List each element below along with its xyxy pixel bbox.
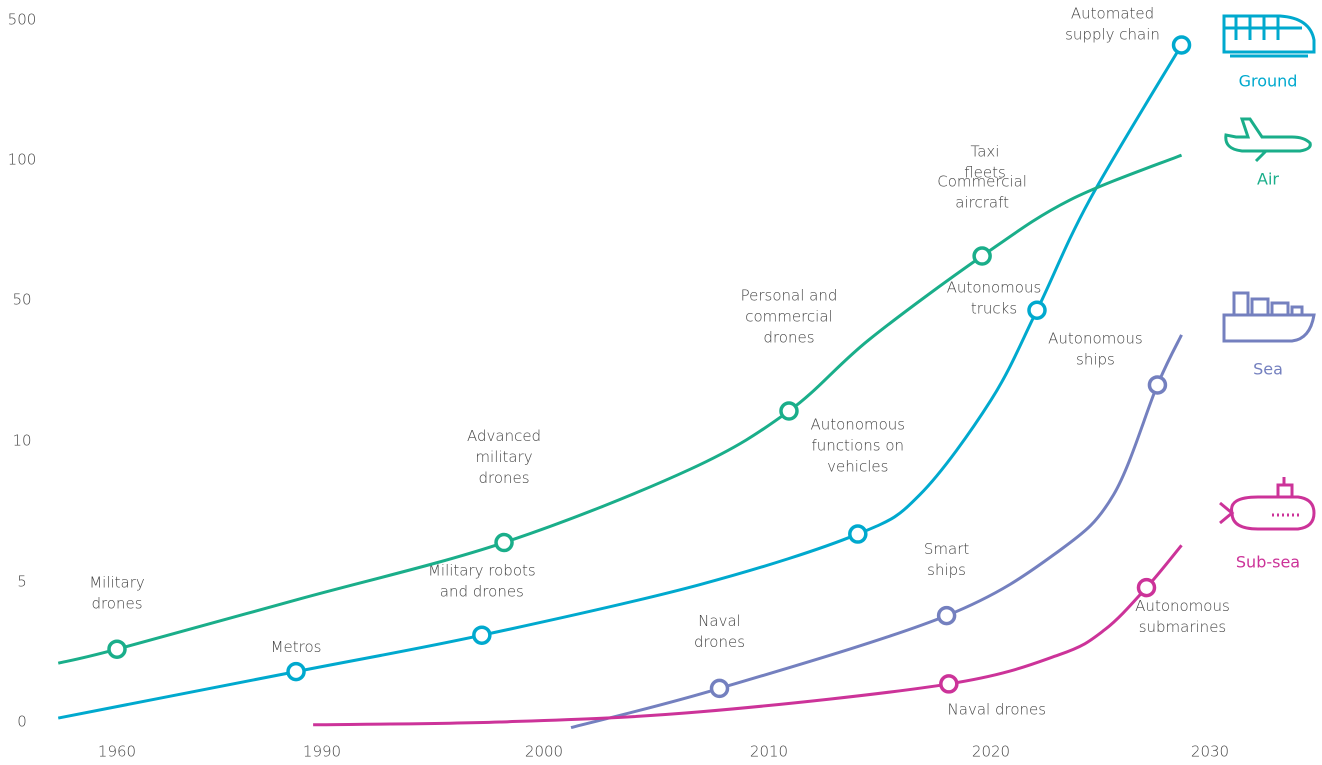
milestone-label: Autonomous bbox=[1048, 329, 1143, 347]
y-tick-label: 100 bbox=[8, 151, 37, 169]
x-tick-label: 1960 bbox=[98, 743, 136, 761]
annotation: Taxi bbox=[971, 143, 1000, 161]
milestone-marker bbox=[286, 661, 306, 682]
legend-label: Sea bbox=[1253, 360, 1283, 379]
milestone-label: drones bbox=[478, 469, 529, 487]
milestone-label: military bbox=[475, 448, 532, 466]
train-icon bbox=[1222, 14, 1316, 58]
milestone-label: functions on bbox=[812, 437, 905, 455]
milestone-label: Advanced bbox=[467, 427, 541, 445]
annotation: fleets bbox=[964, 164, 1006, 182]
legend-label: Ground bbox=[1239, 72, 1298, 91]
x-tick-label: 2000 bbox=[525, 743, 563, 761]
submarine-icon bbox=[1219, 477, 1316, 531]
milestone-label: trucks bbox=[971, 300, 1017, 318]
milestone-marker bbox=[494, 532, 514, 553]
series-line bbox=[570, 334, 1183, 730]
milestone-label: Military robots bbox=[428, 562, 536, 580]
series-line bbox=[313, 544, 1183, 727]
milestone-label: Military bbox=[89, 574, 145, 592]
plane-icon bbox=[1224, 117, 1312, 163]
milestone-label: Autonomous bbox=[810, 416, 905, 434]
milestone-marker bbox=[709, 678, 730, 699]
series-line bbox=[57, 153, 1183, 665]
milestone-marker bbox=[1171, 35, 1192, 55]
milestone-marker bbox=[472, 625, 492, 645]
milestone-label: supply chain bbox=[1065, 25, 1160, 43]
milestone-label: submarines bbox=[1139, 618, 1227, 636]
milestone-label: drones bbox=[763, 329, 814, 347]
milestone-label: commercial bbox=[745, 308, 833, 326]
ship-icon bbox=[1222, 291, 1316, 343]
milestone-marker bbox=[972, 246, 992, 266]
milestone-marker bbox=[779, 401, 799, 421]
milestone-label: Metros bbox=[271, 638, 322, 656]
x-tick-label: 1990 bbox=[303, 743, 341, 761]
y-tick-label: 0 bbox=[17, 713, 27, 731]
milestone-marker bbox=[1027, 300, 1047, 320]
milestone-marker bbox=[1136, 577, 1157, 598]
milestone-label: Personal and bbox=[741, 287, 838, 305]
milestone-label: ships bbox=[927, 561, 966, 579]
legend-icons bbox=[1219, 14, 1316, 531]
legend-label: Air bbox=[1257, 170, 1279, 189]
y-tick-label: 5 bbox=[17, 573, 27, 591]
x-tick-label: 2030 bbox=[1191, 743, 1229, 761]
y-tick-label: 50 bbox=[12, 291, 31, 309]
milestone-label: Automated bbox=[1071, 4, 1154, 22]
milestone-label: ships bbox=[1076, 350, 1115, 368]
milestone-label: and drones bbox=[440, 583, 524, 601]
milestone-marker bbox=[936, 605, 957, 626]
milestone-label: Smart bbox=[924, 540, 969, 558]
legend-label: Sub-sea bbox=[1236, 553, 1300, 572]
milestone-label: Autonomous bbox=[1135, 597, 1230, 615]
milestone-label: aircraft bbox=[955, 194, 1009, 212]
x-tick-label: 2010 bbox=[750, 743, 788, 761]
milestone-label: drones bbox=[694, 633, 745, 651]
milestone-marker bbox=[848, 524, 868, 544]
series-line bbox=[57, 44, 1183, 720]
milestone-marker bbox=[107, 639, 127, 659]
y-tick-label: 10 bbox=[12, 432, 31, 450]
milestone-marker bbox=[939, 674, 959, 694]
milestone-label: Commercial bbox=[937, 173, 1027, 191]
milestone-label: drones bbox=[91, 595, 142, 613]
milestone-label: Naval bbox=[698, 612, 741, 630]
y-tick-label: 500 bbox=[8, 11, 37, 29]
milestone-label: Autonomous bbox=[947, 279, 1042, 297]
milestone-marker bbox=[1147, 375, 1168, 395]
milestone-label: vehicles bbox=[827, 458, 888, 476]
milestone-label: Naval drones bbox=[948, 700, 1047, 718]
x-tick-label: 2020 bbox=[972, 743, 1010, 761]
